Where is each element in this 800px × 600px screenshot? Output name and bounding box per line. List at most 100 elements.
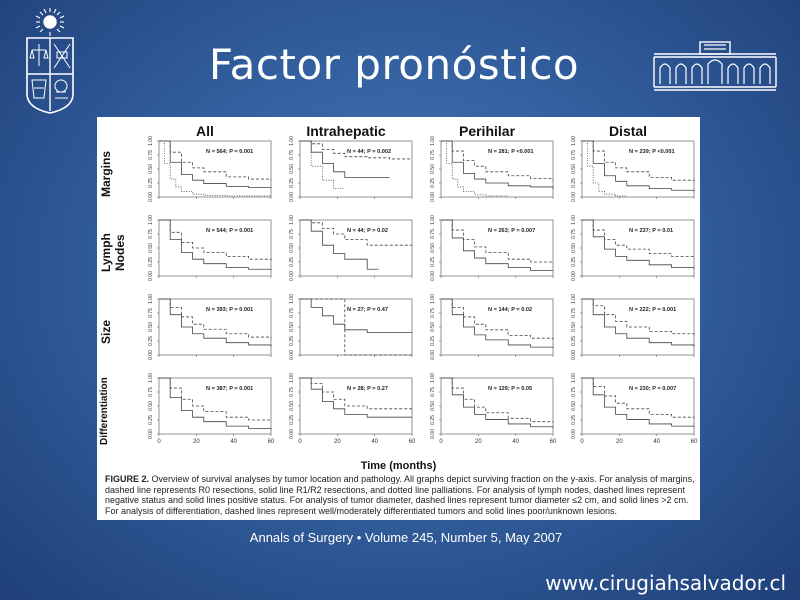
panel-annotation: N = 281; P <0.001 — [488, 149, 534, 155]
panel-margins-distal: 0.00 0.25 0.50 0.75 1.00 N = 239; P <0.001 — [560, 136, 702, 209]
y-tick-label: 1.00 — [148, 373, 154, 383]
y-tick-label: 0.50 — [148, 164, 154, 174]
survival-curve-dotted — [159, 140, 271, 197]
panel-margins-intrahepatic: 0.00 0.25 0.50 0.75 1.00 N = 44; P = 0.002 — [278, 136, 420, 209]
y-tick-label: 0.75 — [148, 150, 154, 160]
y-tick-label: 0.00 — [289, 271, 295, 281]
y-tick-label: 0.75 — [289, 387, 295, 397]
x-tick-label: 60 — [268, 439, 275, 445]
km-plot-size-all: 0.00 0.25 0.50 0.75 1.00 N = 393; P = 0.001 — [148, 294, 272, 360]
y-tick-label: 0.25 — [289, 178, 295, 188]
website-url[interactable]: www.cirugiahsalvador.cl — [545, 571, 786, 595]
y-tick-label: 0.75 — [430, 387, 436, 397]
panel-annotation: N = 144; P = 0.02 — [488, 307, 532, 313]
row-header-lymph-nodes: Lymph Nodes — [99, 233, 127, 273]
survival-curve-solid — [300, 140, 390, 178]
y-tick-label: 0.75 — [148, 387, 154, 397]
survival-curve-dashed — [441, 298, 554, 340]
y-tick-label: 0.25 — [148, 257, 154, 267]
row-header-size: Size — [99, 320, 113, 345]
y-tick-label: 0.00 — [289, 192, 295, 202]
y-tick-label: 0.00 — [289, 350, 295, 360]
hospital-building-logo — [653, 41, 777, 91]
y-tick-label: 0.50 — [289, 243, 295, 253]
survival-curve-solid — [300, 377, 412, 418]
column-header-perihilar: Perihilar — [458, 123, 516, 139]
y-tick-label: 0.75 — [289, 229, 295, 239]
y-tick-label: 0.00 — [148, 350, 154, 360]
y-tick-label: 0.00 — [148, 429, 154, 439]
y-tick-label: 1.00 — [571, 215, 577, 225]
x-tick-label: 60 — [691, 439, 698, 445]
x-tick-label: 40 — [512, 439, 519, 445]
y-tick-label: 0.00 — [571, 350, 577, 360]
y-tick-label: 0.50 — [289, 322, 295, 332]
y-tick-label: 0.50 — [430, 164, 436, 174]
km-plot-differentiation-distal: 0.00 0.25 0.50 0.75 1.00 0 20 40 60 N = 230; P = … — [571, 373, 698, 445]
x-tick-label: 0 — [439, 439, 443, 445]
x-tick-label: 60 — [550, 439, 557, 445]
survival-figure: All Intrahepatic Perihilar Distal Margins Lym… — [97, 117, 700, 520]
y-tick-label: 0.00 — [289, 429, 295, 439]
y-tick-label: 0.00 — [148, 192, 154, 202]
x-tick-label: 0 — [580, 439, 584, 445]
y-tick-label: 1.00 — [571, 136, 577, 146]
km-plot-lymph-nodes-distal: 0.00 0.25 0.50 0.75 1.00 N = 237; P = 0.01 — [571, 215, 695, 281]
y-tick-label: 0.50 — [571, 164, 577, 174]
y-tick-label: 0.50 — [148, 322, 154, 332]
figure-caption: FIGURE 2. Overview of survival analyses … — [105, 474, 695, 516]
x-tick-label: 20 — [334, 439, 341, 445]
y-tick-label: 1.00 — [148, 294, 154, 304]
km-plot-lymph-nodes-intrahepatic: 0.00 0.25 0.50 0.75 1.00 N = 44; P = 0.02 — [289, 215, 413, 281]
km-plot-differentiation-intrahepatic: 0.00 0.25 0.50 0.75 1.00 0 20 40 60 N = 28; P = 0… — [289, 373, 416, 445]
x-tick-label: 40 — [371, 439, 378, 445]
survival-curve-dashed — [159, 140, 272, 181]
y-tick-label: 0.00 — [430, 271, 436, 281]
km-plot-margins-intrahepatic: 0.00 0.25 0.50 0.75 1.00 N = 44; P = 0.002 — [289, 136, 413, 202]
survival-curve-dashed — [582, 377, 695, 419]
survival-curve-dotted — [582, 140, 627, 197]
y-tick-label: 0.75 — [571, 229, 577, 239]
y-tick-label: 0.25 — [430, 257, 436, 267]
x-tick-label: 40 — [653, 439, 660, 445]
survival-curve-dashed — [441, 140, 554, 181]
panel-annotation: N = 28; P = 0.27 — [347, 386, 388, 392]
survival-curve-solid — [441, 298, 554, 349]
row-header-margins: Margins — [99, 151, 113, 198]
x-tick-label: 20 — [475, 439, 482, 445]
y-tick-label: 1.00 — [430, 215, 436, 225]
km-plot-size-distal: 0.00 0.25 0.50 0.75 1.00 N = 222; P = 0.001 — [571, 294, 695, 360]
y-tick-label: 0.75 — [289, 150, 295, 160]
source-citation: Annals of Surgery • Volume 245, Number 5… — [249, 530, 563, 545]
panel-lymph-nodes-intrahepatic: 0.00 0.25 0.50 0.75 1.00 N = 44; P = 0.02 — [278, 215, 420, 288]
panel-size-intrahepatic: 0.00 0.25 0.50 0.75 1.00 N = 27; P = 0.47 — [278, 294, 420, 367]
survival-curve-solid — [582, 377, 695, 428]
y-tick-label: 0.50 — [148, 243, 154, 253]
survival-curve-dashed — [300, 219, 412, 246]
panel-annotation: N = 129; P = 0.05 — [488, 386, 532, 392]
y-tick-label: 0.25 — [571, 257, 577, 267]
panel-annotation: N = 263; P = 0.007 — [488, 228, 535, 234]
y-tick-label: 0.00 — [571, 271, 577, 281]
y-tick-label: 0.50 — [430, 401, 436, 411]
panel-annotation: N = 393; P = 0.001 — [206, 307, 253, 313]
panel-lymph-nodes-perihilar: 0.00 0.25 0.50 0.75 1.00 N = 263; P = 0.007 — [419, 215, 561, 288]
y-tick-label: 0.75 — [289, 308, 295, 318]
panel-size-distal: 0.00 0.25 0.50 0.75 1.00 N = 222; P = 0.001 — [560, 294, 702, 367]
x-tick-label: 0 — [157, 439, 161, 445]
survival-curve-solid — [582, 140, 695, 192]
panel-annotation: N = 564; P = 0.001 — [206, 149, 253, 155]
y-tick-label: 0.75 — [430, 150, 436, 160]
survival-curve-dashed — [582, 140, 695, 182]
y-tick-label: 0.00 — [430, 192, 436, 202]
y-tick-label: 1.00 — [289, 294, 295, 304]
survival-curve-solid — [582, 219, 695, 270]
y-tick-label: 0.00 — [430, 429, 436, 439]
y-tick-label: 1.00 — [571, 294, 577, 304]
km-plot-size-perihilar: 0.00 0.25 0.50 0.75 1.00 N = 144; P = 0.02 — [430, 294, 554, 360]
survival-curve-dashed — [441, 219, 554, 264]
x-tick-label: 20 — [193, 439, 200, 445]
y-tick-label: 0.50 — [289, 401, 295, 411]
y-tick-label: 1.00 — [289, 136, 295, 146]
y-tick-label: 0.00 — [571, 192, 577, 202]
